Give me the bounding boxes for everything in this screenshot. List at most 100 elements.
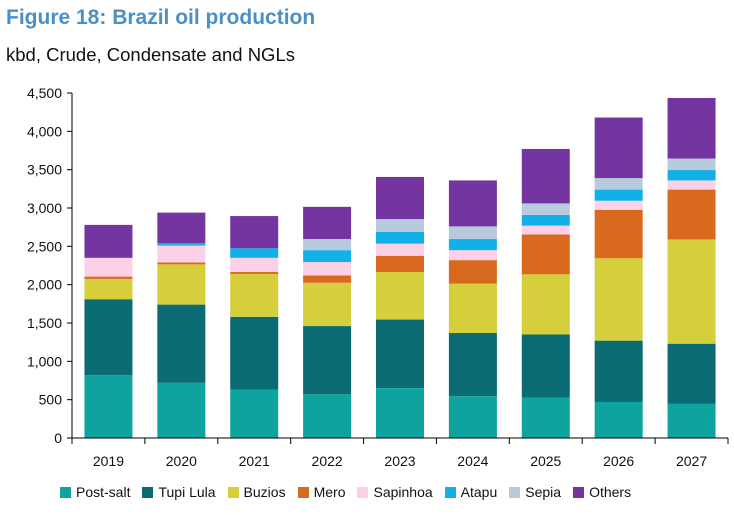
chart-legend: Post-salt Tupi Lula Buzios Mero Sapinhoa Atap…	[60, 484, 643, 500]
bar-segment-buzios-2020	[157, 264, 206, 305]
bar-segment-atapu-2021	[230, 248, 279, 258]
bar-segment-sapinhoa-2024	[448, 250, 497, 261]
y-tick-label: 0	[54, 430, 62, 446]
bar-segment-mero-2020	[157, 262, 206, 265]
stacked-bar-chart: 2019 2020 2021 2022 2023 2024 2025 2026 2027 0 500…	[27, 85, 729, 469]
legend-swatch	[142, 486, 154, 498]
legend-swatch	[444, 486, 456, 498]
bar-segment-sapinhoa-2022	[303, 262, 352, 276]
bar-segment-tupi-lula-2020	[157, 304, 206, 383]
bar-segment-mero-2025	[521, 234, 570, 275]
legend-swatch	[509, 486, 521, 498]
bar-segment-atapu-2022	[303, 250, 352, 263]
bar-segment-tupi-lula-2021	[230, 316, 279, 390]
bar-segment-sapinhoa-2026	[594, 200, 643, 210]
bar-segment-buzios-2021	[230, 273, 279, 317]
y-tick-label: 1,000	[27, 353, 62, 369]
bar-segment-sepia-2022	[303, 239, 352, 251]
legend-swatch	[357, 486, 369, 498]
x-tick-label: 2024	[457, 453, 488, 469]
legend-item-atapu: Atapu	[444, 484, 498, 500]
legend-label: Atapu	[460, 484, 498, 500]
bar-segment-others-2021	[230, 216, 279, 249]
bar-segment-atapu-2027	[667, 170, 716, 181]
x-tick-label: 2020	[166, 453, 197, 469]
bar-segment-buzios-2027	[667, 239, 716, 344]
x-tick-label: 2026	[603, 453, 634, 469]
legend-label: Sapinhoa	[373, 484, 433, 500]
bar-segment-sapinhoa-2025	[521, 225, 570, 235]
bar-segment-buzios-2025	[521, 274, 570, 335]
y-tick-label: 3,500	[27, 162, 62, 178]
bar-segment-tupi-lula-2027	[667, 343, 716, 404]
bar-segment-buzios-2022	[303, 282, 352, 327]
bar-segment-post-salt-2026	[594, 401, 643, 438]
bar-segment-sapinhoa-2019	[84, 257, 133, 277]
legend-item-others: Others	[573, 484, 631, 500]
legend-item-post-salt: Post-salt	[60, 484, 130, 500]
bar-segment-mero-2021	[230, 272, 279, 274]
bar-segment-post-salt-2024	[448, 396, 497, 438]
bar-segment-tupi-lula-2024	[448, 332, 497, 397]
legend-swatch	[297, 486, 309, 498]
bar-segment-sepia-2024	[448, 226, 497, 240]
figure-subtitle: kbd, Crude, Condensate and NGLs	[6, 44, 295, 65]
legend-label: Mero	[313, 484, 346, 500]
figure-title: Figure 18: Brazil oil production	[6, 6, 316, 29]
y-tick-label: 4,500	[27, 85, 62, 101]
y-tick-label: 2,000	[27, 277, 62, 293]
legend-item-tupi-lula: Tupi Lula	[142, 484, 216, 500]
axes-layer: 2019 2020 2021 2022 2023 2024 2025 2026 2027 0 500…	[27, 85, 729, 469]
bar-segment-post-salt-2027	[667, 403, 716, 438]
bar-segment-sapinhoa-2020	[157, 245, 206, 263]
bar-segment-post-salt-2021	[230, 389, 279, 438]
bar-segment-tupi-lula-2022	[303, 326, 352, 395]
bar-segment-post-salt-2023	[376, 388, 424, 438]
bar-layer	[84, 97, 716, 438]
bar-segment-others-2027	[667, 97, 716, 159]
bar-segment-buzios-2023	[376, 272, 424, 320]
bar-segment-post-salt-2022	[303, 394, 352, 438]
bar-segment-mero-2023	[376, 255, 424, 273]
legend-label: Others	[589, 484, 632, 500]
bar-segment-buzios-2026	[594, 258, 643, 341]
legend-item-sepia: Sepia	[509, 484, 561, 500]
bar-segment-mero-2027	[667, 189, 716, 240]
y-tick-label: 4,000	[27, 123, 62, 139]
bar-segment-others-2022	[303, 206, 352, 240]
legend-item-sapinhoa: Sapinhoa	[357, 484, 433, 500]
bar-segment-others-2023	[376, 176, 424, 220]
y-tick-label: 2,500	[27, 238, 62, 254]
legend-label: Sepia	[525, 484, 562, 500]
x-tick-label: 2019	[93, 453, 124, 469]
bar-segment-post-salt-2025	[521, 397, 570, 438]
legend-label: Buzios	[243, 484, 286, 500]
bar-segment-sapinhoa-2023	[376, 243, 424, 256]
bar-segment-others-2024	[448, 180, 497, 227]
bar-segment-others-2026	[594, 117, 643, 179]
bar-segment-others-2019	[84, 224, 133, 258]
bar-segment-sepia-2023	[376, 219, 424, 232]
bar-segment-tupi-lula-2019	[84, 299, 133, 376]
bar-segment-atapu-2024	[448, 239, 497, 251]
bar-segment-mero-2022	[303, 275, 352, 283]
bar-segment-sapinhoa-2027	[667, 180, 716, 190]
legend-label: Post-salt	[76, 484, 131, 500]
x-tick-label: 2023	[384, 453, 415, 469]
legend-item-mero: Mero	[297, 484, 346, 500]
x-tick-label: 2022	[312, 453, 343, 469]
legend-swatch	[227, 486, 239, 498]
bar-segment-sepia-2027	[667, 158, 716, 171]
bar-segment-buzios-2019	[84, 278, 133, 300]
legend-label: Tupi Lula	[158, 484, 216, 500]
x-tick-label: 2021	[239, 453, 270, 469]
bar-segment-sepia-2025	[521, 203, 570, 215]
bar-segment-mero-2019	[84, 276, 133, 279]
x-tick-label: 2027	[676, 453, 707, 469]
bar-segment-tupi-lula-2023	[376, 319, 424, 389]
legend-swatch	[60, 486, 71, 498]
bar-segment-tupi-lula-2025	[521, 334, 570, 398]
legend-item-buzios: Buzios	[227, 484, 286, 500]
bar-segment-atapu-2020	[157, 243, 206, 246]
y-tick-label: 500	[39, 392, 63, 408]
